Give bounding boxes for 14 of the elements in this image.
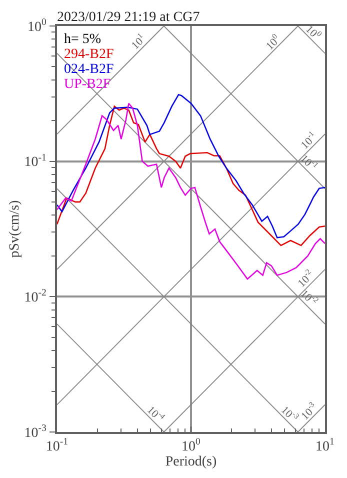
- y-tick-label: 10$^{-1}$: [24, 152, 47, 170]
- x-tick-label: 10$^{1}$: [316, 436, 335, 455]
- x-tick-label: 10$^{0}$: [182, 436, 201, 455]
- x-tick-label: 10$^{-1}$: [46, 436, 68, 455]
- x-axis-title: Period(s): [165, 454, 217, 470]
- chart-title: 2023/01/29 21:19 at CG7: [57, 10, 200, 25]
- y-axis-title: pSv(cm/s): [7, 200, 22, 258]
- text: 024-B2F: [64, 62, 114, 77]
- text: 294-B2F: [64, 47, 114, 62]
- series-label: UP-B2F: [64, 77, 111, 92]
- y-tick-label: 10$^{0}$: [28, 17, 47, 35]
- annotation: h= 5%: [64, 32, 102, 47]
- y-tick-label: 10$^{-3}$: [24, 423, 47, 441]
- y-tick-label: 10$^{-2}$: [24, 288, 47, 306]
